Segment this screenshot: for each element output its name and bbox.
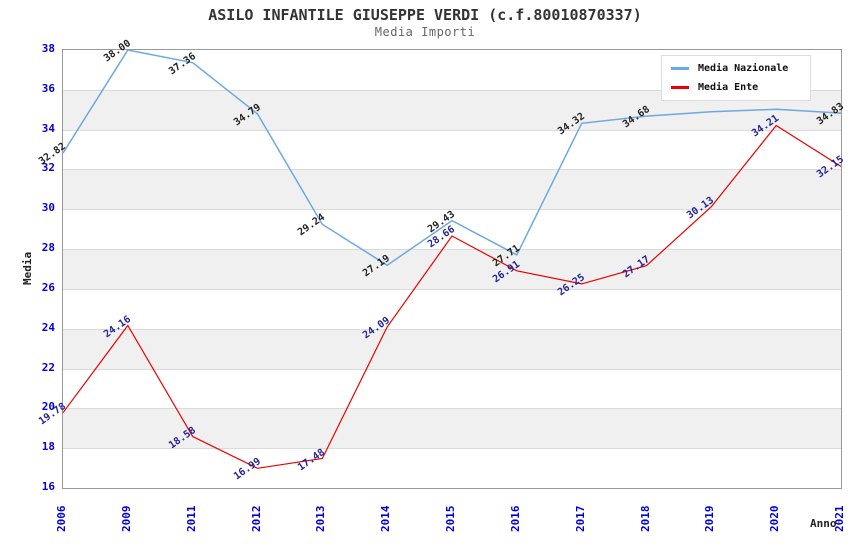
plot-band <box>63 288 841 329</box>
y-tick-label: 28 <box>41 241 55 255</box>
legend-label: Media Ente <box>698 82 759 93</box>
series-line-1 <box>63 124 841 469</box>
y-tick-label: 16 <box>41 480 55 493</box>
y-tick-label: 22 <box>41 360 55 374</box>
gridline <box>63 328 841 330</box>
y-tick-label: 26 <box>41 280 55 294</box>
gridline <box>63 368 841 370</box>
legend-swatch-red <box>671 86 689 89</box>
x-tick-label: 2020 <box>768 505 782 533</box>
x-tick-label: 2006 <box>55 505 68 533</box>
y-tick-label: 30 <box>41 201 55 215</box>
gridline <box>63 169 841 171</box>
plot-band <box>63 368 841 409</box>
plot-band <box>63 448 841 488</box>
plot-band <box>63 408 841 449</box>
y-axis-title: Media <box>21 251 34 285</box>
x-tick-label: 2018 <box>638 505 652 533</box>
plot-band <box>63 169 841 210</box>
plot-area <box>62 49 842 489</box>
legend-item-media-nazionale: Media Nazionale <box>671 62 801 75</box>
x-tick-label: 2009 <box>119 505 133 533</box>
legend-label: Media Nazionale <box>698 63 789 74</box>
gridline <box>63 129 841 131</box>
y-tick-label: 32 <box>41 161 55 175</box>
gridline <box>63 448 841 450</box>
legend: Media Nazionale Media Ente <box>661 55 811 101</box>
x-tick-label: 2016 <box>508 505 522 533</box>
series-line-0 <box>63 50 841 267</box>
x-tick-label: 2012 <box>249 505 263 533</box>
chart-title: ASILO INFANTILE GIUSEPPE VERDI (c.f.8001… <box>208 6 642 24</box>
gridline <box>63 209 841 211</box>
x-tick-label: 2017 <box>573 505 587 533</box>
y-tick-label: 38 <box>41 42 55 55</box>
x-tick-label: 2011 <box>184 505 198 533</box>
gridline <box>63 249 841 251</box>
y-tick-label: 20 <box>41 400 55 414</box>
y-tick-label: 18 <box>41 440 55 454</box>
y-tick-label: 36 <box>41 81 55 95</box>
plot-band <box>63 328 841 369</box>
x-tick-label: 2019 <box>703 505 717 533</box>
legend-swatch-blue <box>671 67 689 70</box>
x-tick-label: 2013 <box>314 505 328 533</box>
x-tick-label: 2015 <box>444 505 457 533</box>
series-lines <box>63 50 841 469</box>
x-tick-label: 2014 <box>379 505 393 533</box>
gridline <box>63 89 841 91</box>
chart-subtitle: Media Importi <box>374 25 476 39</box>
y-tick-label: 24 <box>41 320 55 334</box>
y-tick-label: 34 <box>41 121 55 135</box>
x-axis-title: Anno <box>810 517 837 530</box>
gridline <box>63 288 841 290</box>
plot-band <box>63 249 841 289</box>
legend-item-media-ente: Media Ente <box>671 81 801 94</box>
gridline <box>63 408 841 410</box>
plot-band <box>63 209 841 250</box>
plot-band <box>63 129 841 170</box>
